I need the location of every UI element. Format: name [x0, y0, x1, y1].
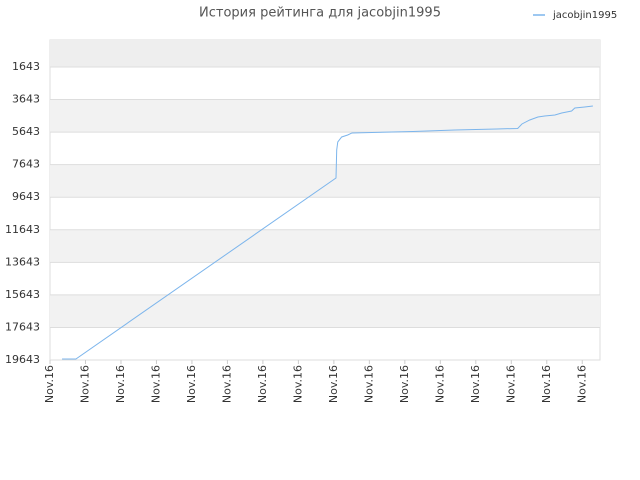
- grid-band: [50, 229, 600, 263]
- y-tick-label: 13643: [5, 255, 40, 268]
- series-line: [62, 105, 593, 360]
- x-tick-label: Nov.16: [327, 365, 340, 403]
- x-tick-label: Nov.16: [114, 365, 127, 403]
- legend-label: jacobjin1995: [552, 10, 617, 21]
- grid-band: [50, 99, 600, 133]
- x-tick-label: Nov.16: [575, 365, 588, 403]
- y-tick-label: 1643: [12, 60, 40, 73]
- y-tick-label: 5643: [12, 125, 40, 138]
- x-tick-label: Nov.16: [220, 365, 233, 403]
- chart-title: История рейтинга для jacobjin1995: [199, 6, 441, 21]
- x-tick-label: Nov.16: [398, 365, 411, 403]
- x-tick-label: Nov.16: [504, 365, 517, 403]
- y-tick-label: 11643: [5, 223, 40, 236]
- x-tick-label: Nov.16: [256, 365, 269, 403]
- grid-band: [50, 40, 600, 67]
- x-tick-label: Nov.16: [291, 365, 304, 403]
- y-tick-label: 17643: [5, 320, 40, 333]
- grid-band: [50, 294, 600, 328]
- x-tick-label: Nov.16: [78, 365, 91, 403]
- y-tick-label: 15643: [5, 288, 40, 301]
- x-tick-label: Nov.16: [43, 365, 56, 403]
- grid-band: [50, 164, 600, 198]
- x-tick-label: Nov.16: [540, 365, 553, 403]
- x-tick-label: Nov.16: [185, 365, 198, 403]
- x-tick-label: Nov.16: [149, 365, 162, 403]
- y-tick-label: 9643: [12, 190, 40, 203]
- y-tick-label: 7643: [12, 158, 40, 171]
- y-tick-label: 3643: [12, 93, 40, 106]
- x-tick-label: Nov.16: [433, 365, 446, 403]
- x-tick-label: Nov.16: [362, 365, 375, 403]
- y-tick-label: 19643: [5, 353, 40, 366]
- x-tick-label: Nov.16: [469, 365, 482, 403]
